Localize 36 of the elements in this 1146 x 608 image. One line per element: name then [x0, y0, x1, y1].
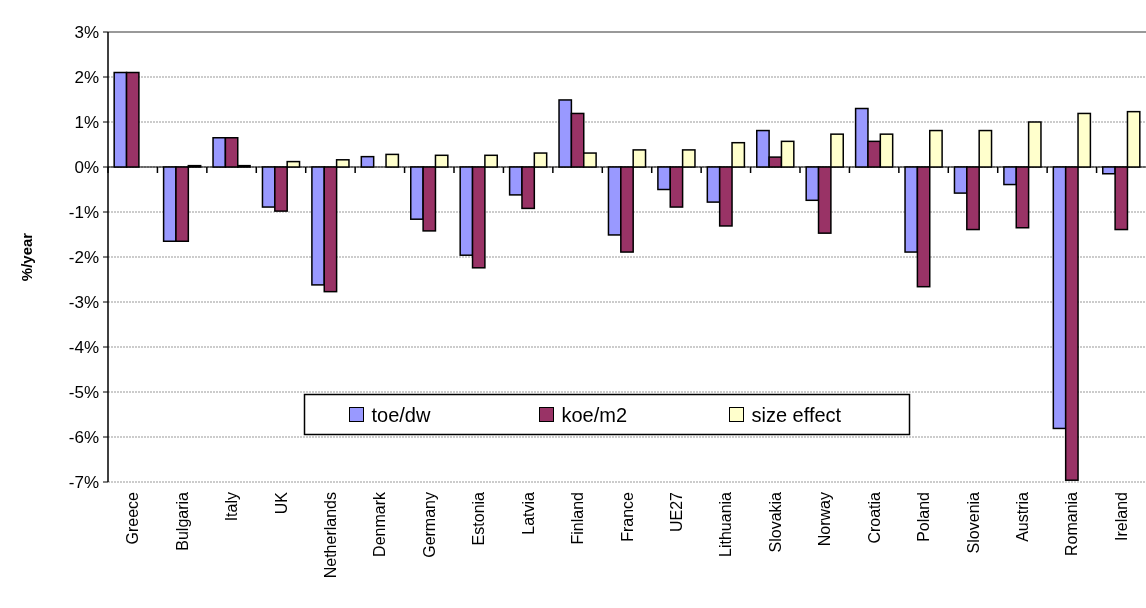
x-tick-label: Slovenia	[964, 491, 982, 554]
y-tick-label: 3%	[74, 22, 99, 42]
x-tick-label: Denmark	[371, 491, 389, 557]
x-tick-label: UE27	[668, 491, 686, 533]
x-tick-label: UK	[272, 491, 290, 515]
x-tick-label: Latvia	[519, 491, 537, 535]
x-tick-label: Germany	[420, 492, 438, 558]
x-tick-label: Croatia	[865, 491, 883, 544]
x-tick-label: Ireland	[1112, 492, 1130, 541]
y-tick-label: 2%	[74, 67, 99, 87]
x-tick-label: Netherlands	[322, 492, 340, 579]
x-tick-label: Italy	[223, 492, 241, 522]
y-tick-label: -2%	[68, 247, 99, 267]
x-tick-label: France	[618, 491, 636, 542]
legend-label: koe/m2	[561, 403, 628, 426]
x-tick-label: Romania	[1063, 491, 1081, 557]
x-tick-label: Finland	[569, 492, 587, 545]
y-tick-label: 0%	[74, 157, 99, 177]
y-tick-label: -4%	[68, 337, 99, 357]
y-tick-label: 1%	[74, 112, 99, 132]
x-tick-label: Lithuania	[717, 491, 735, 557]
y-tick-label: -3%	[68, 292, 99, 312]
x-tick-label: Poland	[915, 492, 933, 542]
x-tick-label: Estonia	[470, 491, 488, 546]
y-tick-label: -1%	[68, 202, 99, 222]
legend-label: size effect	[751, 403, 842, 426]
y-tick-label: -5%	[68, 382, 99, 402]
y-tick-label: -6%	[68, 427, 99, 447]
x-tick-label: Bulgaria	[173, 491, 191, 551]
y-tick-label: -7%	[68, 472, 99, 492]
x-tick-label: Austria	[1014, 491, 1032, 542]
y-axis-title: %/year	[18, 232, 35, 282]
x-tick-label: Slovakia	[766, 491, 784, 553]
x-tick-label: Norway	[816, 492, 834, 547]
legend-label: toe/dw	[371, 403, 431, 426]
x-tick-label: Greece	[124, 491, 142, 545]
